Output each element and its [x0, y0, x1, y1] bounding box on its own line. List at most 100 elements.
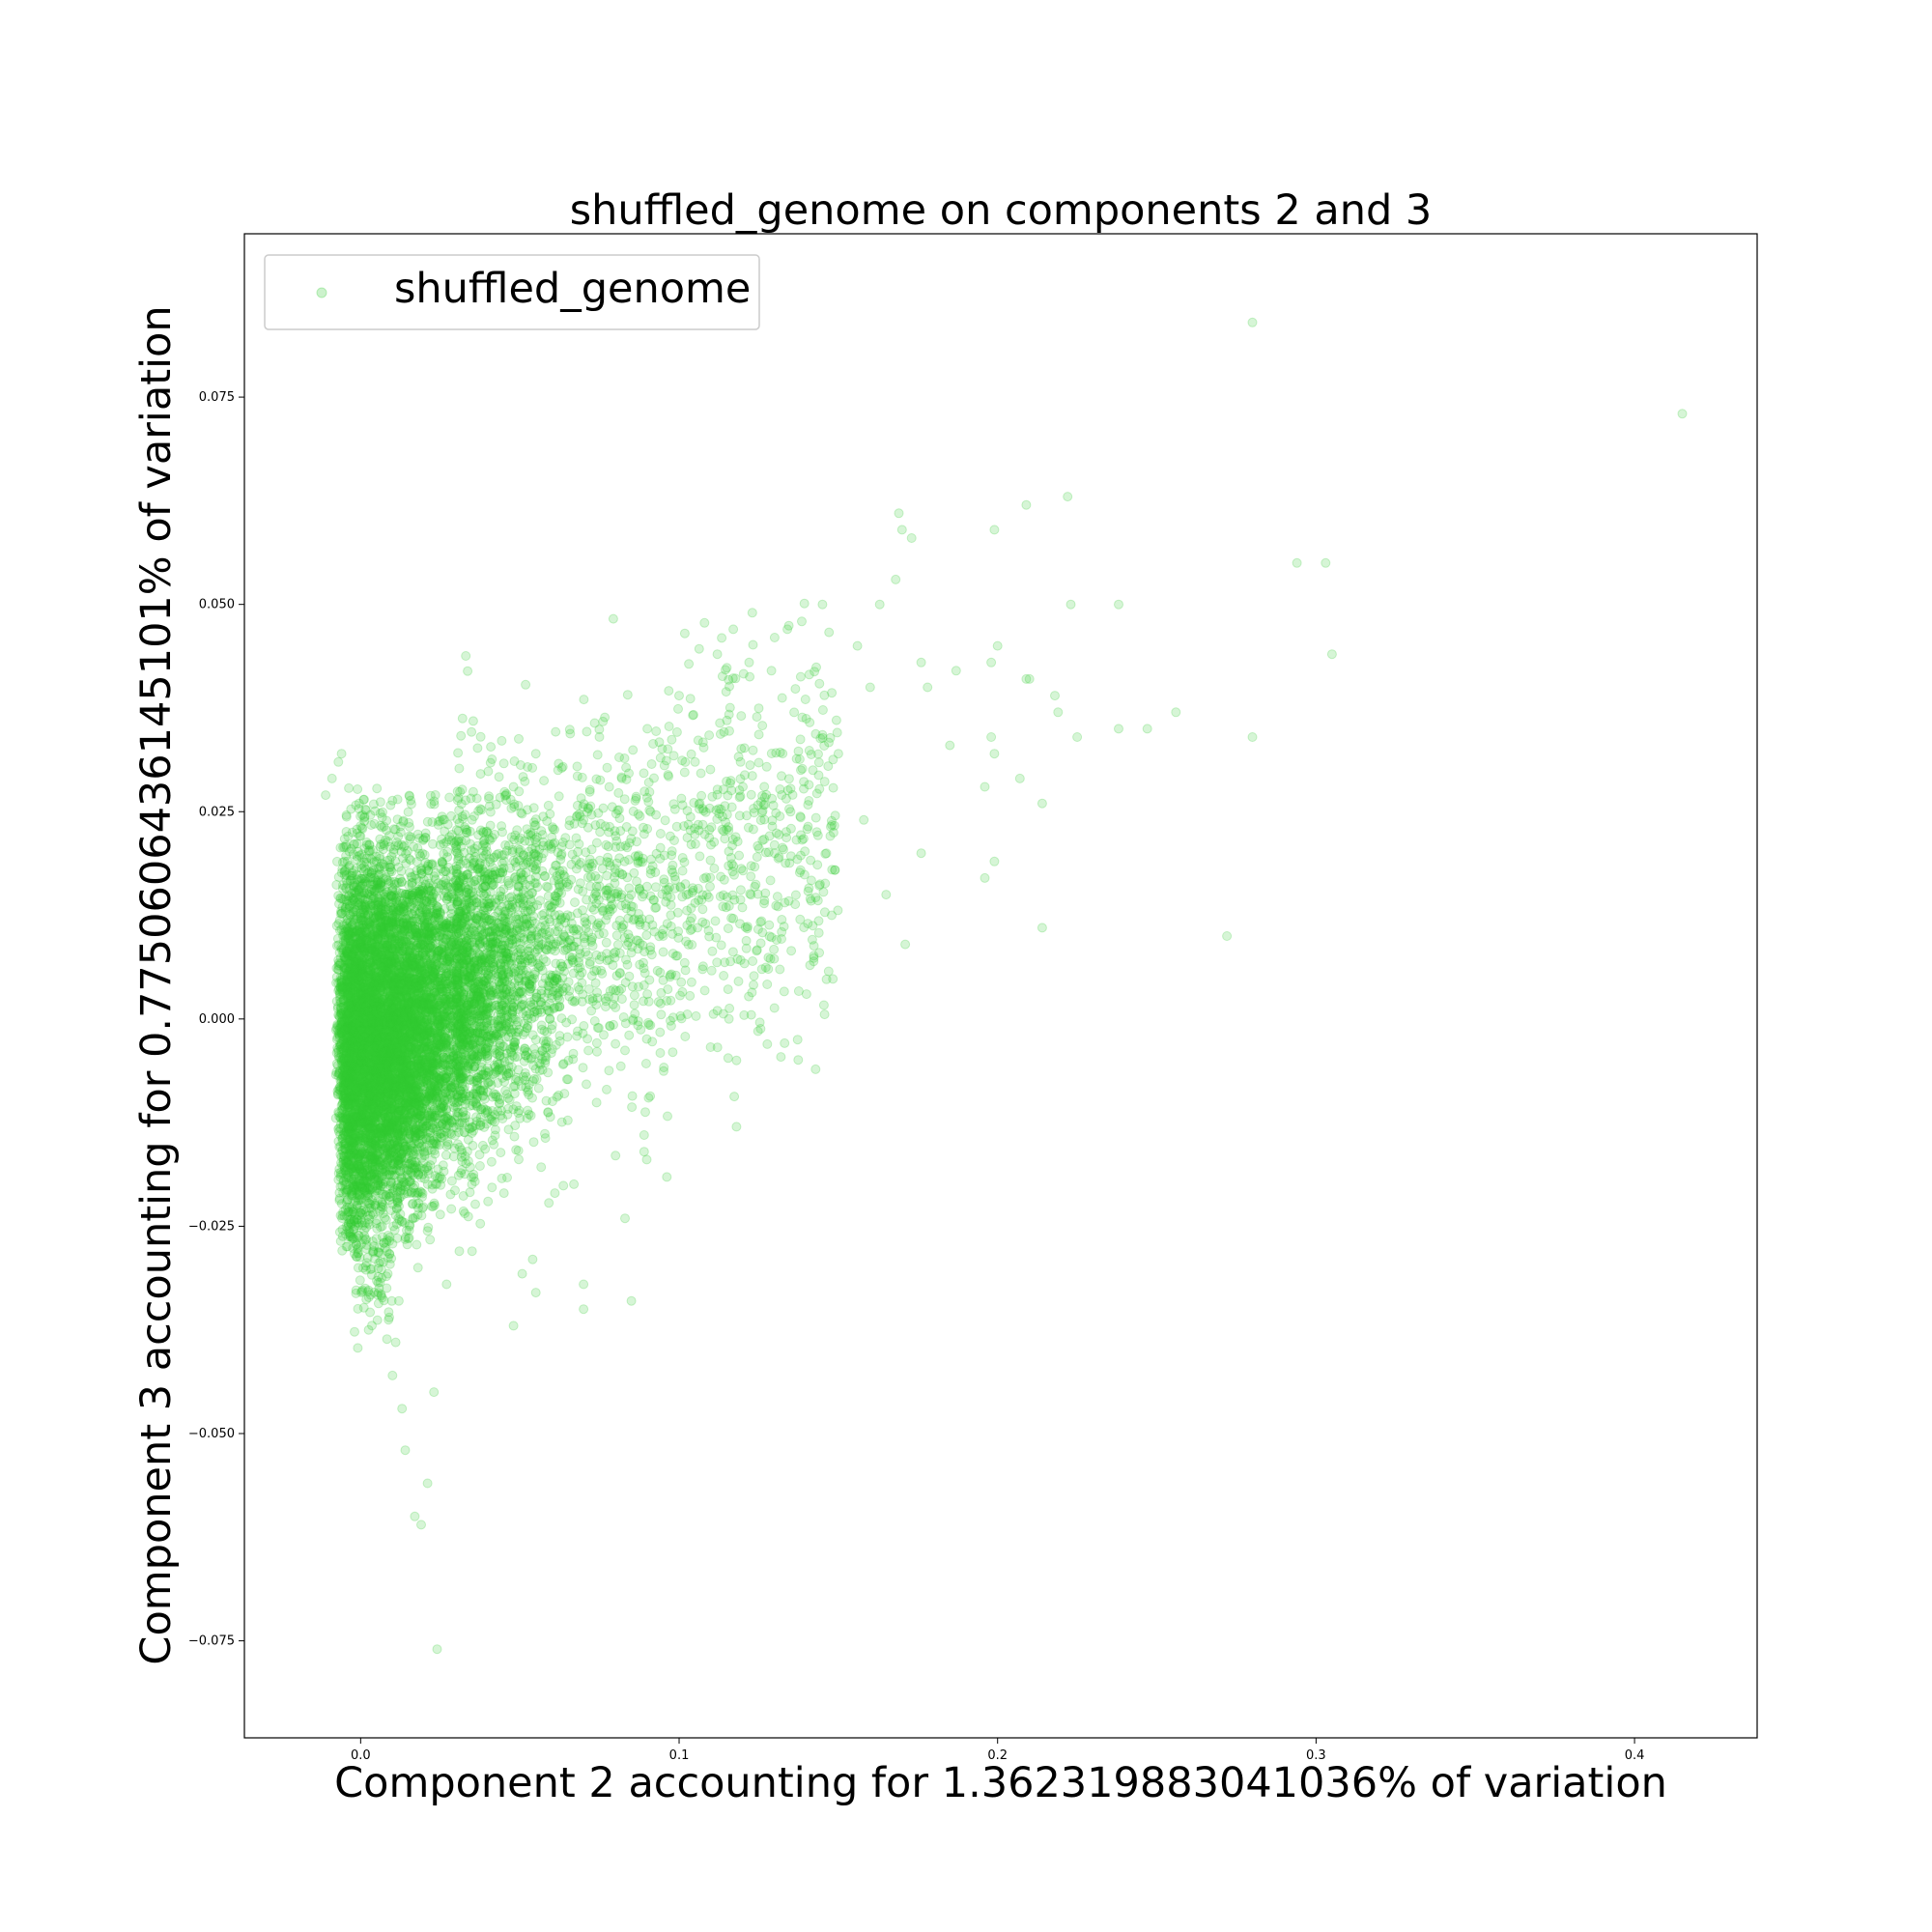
scatter-point [353, 1010, 363, 1021]
scatter-point [393, 943, 404, 953]
scatter-point [341, 1158, 352, 1169]
scatter-point [455, 1076, 466, 1087]
scatter-point [350, 1326, 359, 1337]
scatter-point [363, 1324, 374, 1335]
scatter-point [355, 993, 366, 1004]
scatter-point [355, 938, 366, 949]
scatter-point [386, 956, 397, 967]
scatter-point [582, 863, 593, 873]
scatter-point [358, 958, 369, 969]
scatter-point [566, 942, 577, 952]
scatter-point [343, 1024, 354, 1035]
scatter-point [393, 1069, 403, 1080]
scatter-point [357, 1113, 368, 1122]
scatter-point [379, 840, 389, 850]
scatter-point [425, 930, 436, 941]
scatter-point [367, 1099, 378, 1110]
scatter-point [371, 941, 381, 952]
scatter-point [413, 994, 424, 1005]
scatter-point [359, 1162, 370, 1172]
scatter-point [378, 1108, 388, 1119]
scatter-point [343, 1035, 354, 1045]
scatter-point [353, 1078, 362, 1089]
scatter-point [426, 966, 437, 977]
scatter-point [359, 943, 370, 953]
scatter-point [382, 1114, 392, 1124]
scatter-point [378, 943, 388, 953]
scatter-point [393, 1000, 404, 1010]
scatter-point [418, 1098, 429, 1109]
scatter-point [413, 954, 423, 965]
scatter-point [341, 970, 352, 980]
scatter-point [360, 916, 371, 926]
scatter-point [472, 865, 483, 874]
scatter-point [346, 1046, 356, 1057]
scatter-point [453, 978, 464, 988]
scatter-point [353, 1343, 363, 1353]
scatter-point [337, 1011, 348, 1022]
scatter-point [465, 1091, 475, 1101]
scatter-point [369, 1091, 380, 1101]
scatter-point [350, 1209, 360, 1220]
scatter-point [508, 1002, 519, 1012]
scatter-point [444, 953, 455, 964]
scatter-point [355, 1050, 365, 1061]
scatter-point [407, 1041, 416, 1052]
scatter-point [363, 1024, 374, 1035]
scatter-point [400, 1077, 411, 1088]
scatter-point [440, 1150, 451, 1160]
scatter-point [350, 1078, 360, 1089]
scatter-point [351, 1009, 361, 1019]
scatter-point [431, 1050, 441, 1061]
scatter-point [474, 1161, 485, 1171]
scatter-point [485, 932, 496, 943]
scatter-point [408, 910, 418, 920]
scatter-point [417, 1121, 428, 1131]
scatter-point [350, 1163, 359, 1173]
scatter-point [383, 1076, 393, 1087]
scatter-point [341, 1054, 352, 1064]
scatter-point [438, 955, 448, 966]
scatter-point [460, 949, 470, 959]
scatter-point [379, 1019, 389, 1029]
scatter-point [484, 894, 495, 904]
scatter-point [353, 1220, 363, 1231]
scatter-point [403, 1125, 412, 1136]
scatter-point [442, 892, 453, 902]
scatter-point [373, 941, 384, 952]
scatter-point [405, 1042, 415, 1053]
scatter-point [356, 1166, 367, 1177]
scatter-point [340, 1090, 350, 1100]
scatter-point [345, 1004, 355, 1014]
scatter-point [381, 923, 391, 933]
scatter-point [368, 919, 379, 928]
scatter-point [465, 957, 474, 968]
scatter-point [383, 1031, 393, 1041]
scatter-point [341, 1055, 352, 1065]
scatter-point [353, 1097, 363, 1108]
scatter-point [384, 962, 395, 973]
scatter-point [413, 982, 424, 993]
scatter-point [369, 1056, 379, 1066]
scatter-point [344, 950, 355, 959]
scatter-point [371, 1102, 382, 1113]
scatter-point [417, 884, 428, 894]
scatter-point [438, 1027, 448, 1037]
scatter-point [354, 997, 364, 1008]
scatter-point [384, 1051, 394, 1062]
scatter-point [369, 972, 380, 981]
scatter-point [404, 1151, 414, 1161]
scatter-point [537, 1045, 548, 1056]
scatter-point [440, 866, 450, 876]
scatter-point [362, 1003, 373, 1013]
scatter-point [558, 1059, 569, 1069]
scatter-point [379, 891, 388, 901]
scatter-point [385, 1015, 396, 1026]
scatter-point [349, 1181, 359, 1191]
scatter-point [397, 1047, 408, 1058]
scatter-point [389, 1123, 400, 1134]
scatter-point [359, 1076, 369, 1087]
scatter-point [387, 911, 398, 921]
scatter-point [386, 943, 397, 953]
scatter-point [461, 1035, 471, 1045]
